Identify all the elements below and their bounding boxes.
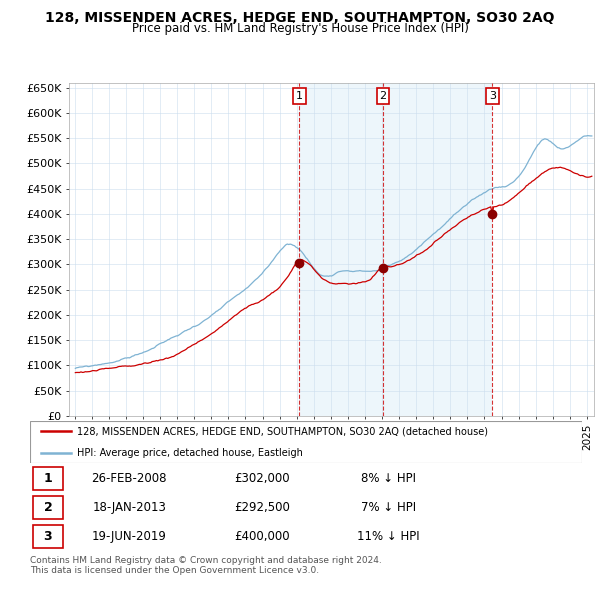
- FancyBboxPatch shape: [30, 421, 582, 463]
- Text: 19-JUN-2019: 19-JUN-2019: [92, 530, 167, 543]
- Text: 128, MISSENDEN ACRES, HEDGE END, SOUTHAMPTON, SO30 2AQ (detached house): 128, MISSENDEN ACRES, HEDGE END, SOUTHAM…: [77, 427, 488, 436]
- Text: 2: 2: [44, 501, 52, 514]
- Text: 7% ↓ HPI: 7% ↓ HPI: [361, 501, 416, 514]
- Text: 3: 3: [489, 91, 496, 101]
- FancyBboxPatch shape: [33, 525, 63, 548]
- Text: This data is licensed under the Open Government Licence v3.0.: This data is licensed under the Open Gov…: [30, 566, 319, 575]
- Text: 1: 1: [296, 91, 303, 101]
- Text: 8% ↓ HPI: 8% ↓ HPI: [361, 472, 416, 485]
- Text: 18-JAN-2013: 18-JAN-2013: [92, 501, 166, 514]
- FancyBboxPatch shape: [33, 496, 63, 519]
- Text: 1: 1: [44, 472, 52, 485]
- Text: £292,500: £292,500: [234, 501, 290, 514]
- Text: £400,000: £400,000: [234, 530, 290, 543]
- Text: 11% ↓ HPI: 11% ↓ HPI: [358, 530, 420, 543]
- Text: 26-FEB-2008: 26-FEB-2008: [92, 472, 167, 485]
- Text: 128, MISSENDEN ACRES, HEDGE END, SOUTHAMPTON, SO30 2AQ: 128, MISSENDEN ACRES, HEDGE END, SOUTHAM…: [45, 11, 555, 25]
- Text: 3: 3: [44, 530, 52, 543]
- Text: Price paid vs. HM Land Registry's House Price Index (HPI): Price paid vs. HM Land Registry's House …: [131, 22, 469, 35]
- FancyBboxPatch shape: [33, 467, 63, 490]
- Text: £302,000: £302,000: [234, 472, 290, 485]
- Text: 2: 2: [379, 91, 386, 101]
- Bar: [299, 83, 493, 416]
- Text: HPI: Average price, detached house, Eastleigh: HPI: Average price, detached house, East…: [77, 448, 303, 457]
- Text: Contains HM Land Registry data © Crown copyright and database right 2024.: Contains HM Land Registry data © Crown c…: [30, 556, 382, 565]
